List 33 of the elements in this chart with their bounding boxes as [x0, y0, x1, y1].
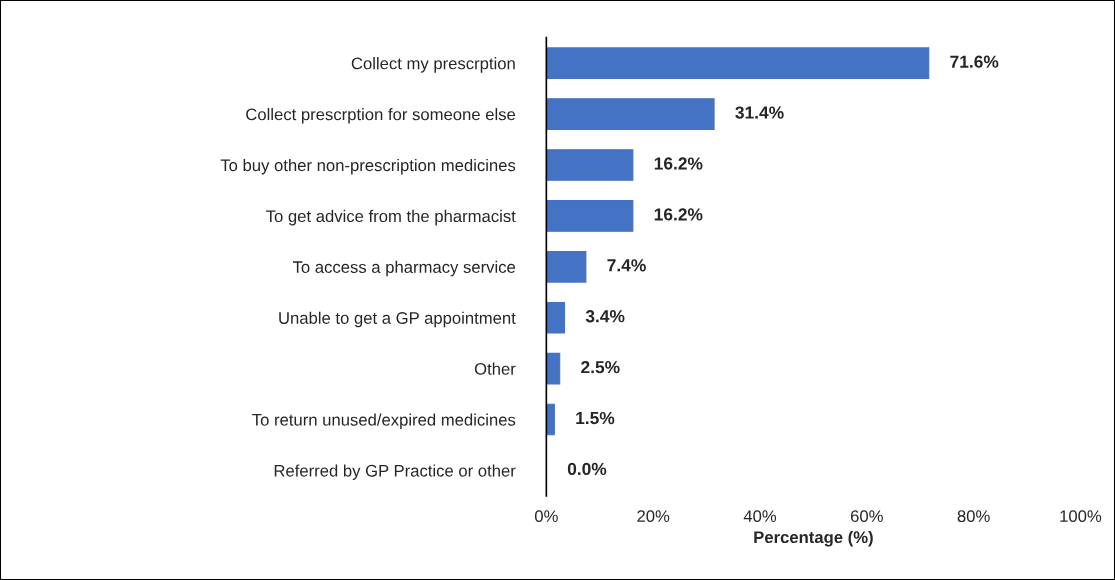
data-label: 1.5%: [576, 411, 615, 425]
data-label: 16.2%: [654, 157, 703, 170]
y-tick-label: To buy other non-prescription medicines: [220, 158, 516, 175]
data-label: 2.5%: [581, 360, 620, 374]
bar: [546, 47, 930, 79]
y-tick-label: To get advice from the pharmacist: [266, 209, 516, 226]
y-tick-label: Unable to get a GP appointment: [279, 311, 516, 328]
bar: [546, 200, 634, 232]
data-label: 31.4%: [735, 106, 784, 119]
y-tick-label: To return unused/expired medicines: [252, 413, 516, 430]
data-label: 16.2%: [654, 208, 703, 221]
data-label: 71.6%: [950, 55, 999, 68]
x-tick-label: 40%: [743, 510, 777, 523]
x-tick-label: 80%: [957, 510, 990, 523]
bar: [546, 352, 561, 385]
y-tick-label: To access a pharmacy service: [292, 260, 516, 277]
x-tick-label: 100%: [1060, 510, 1102, 523]
y-tick-label: Other: [474, 362, 516, 375]
data-label: 7.4%: [607, 259, 646, 272]
bar: [546, 301, 566, 334]
x-tick-label: 20%: [637, 510, 670, 523]
bar: [546, 250, 587, 283]
data-label: 0.0%: [567, 462, 607, 476]
data-label: 3.4%: [585, 310, 625, 323]
y-tick-label: Referred by GP Practice or other: [274, 464, 516, 480]
y-tick-label: Collect my prescrption: [351, 57, 515, 73]
bar: [546, 403, 555, 436]
x-axis-title: Percentage (%): [754, 530, 873, 547]
x-tick-label: 0%: [534, 510, 558, 523]
x-tick-label: 60%: [850, 510, 883, 523]
bar: [546, 149, 634, 181]
bar: [546, 98, 715, 130]
y-tick-label: Collect prescrption for someone else: [246, 108, 516, 124]
